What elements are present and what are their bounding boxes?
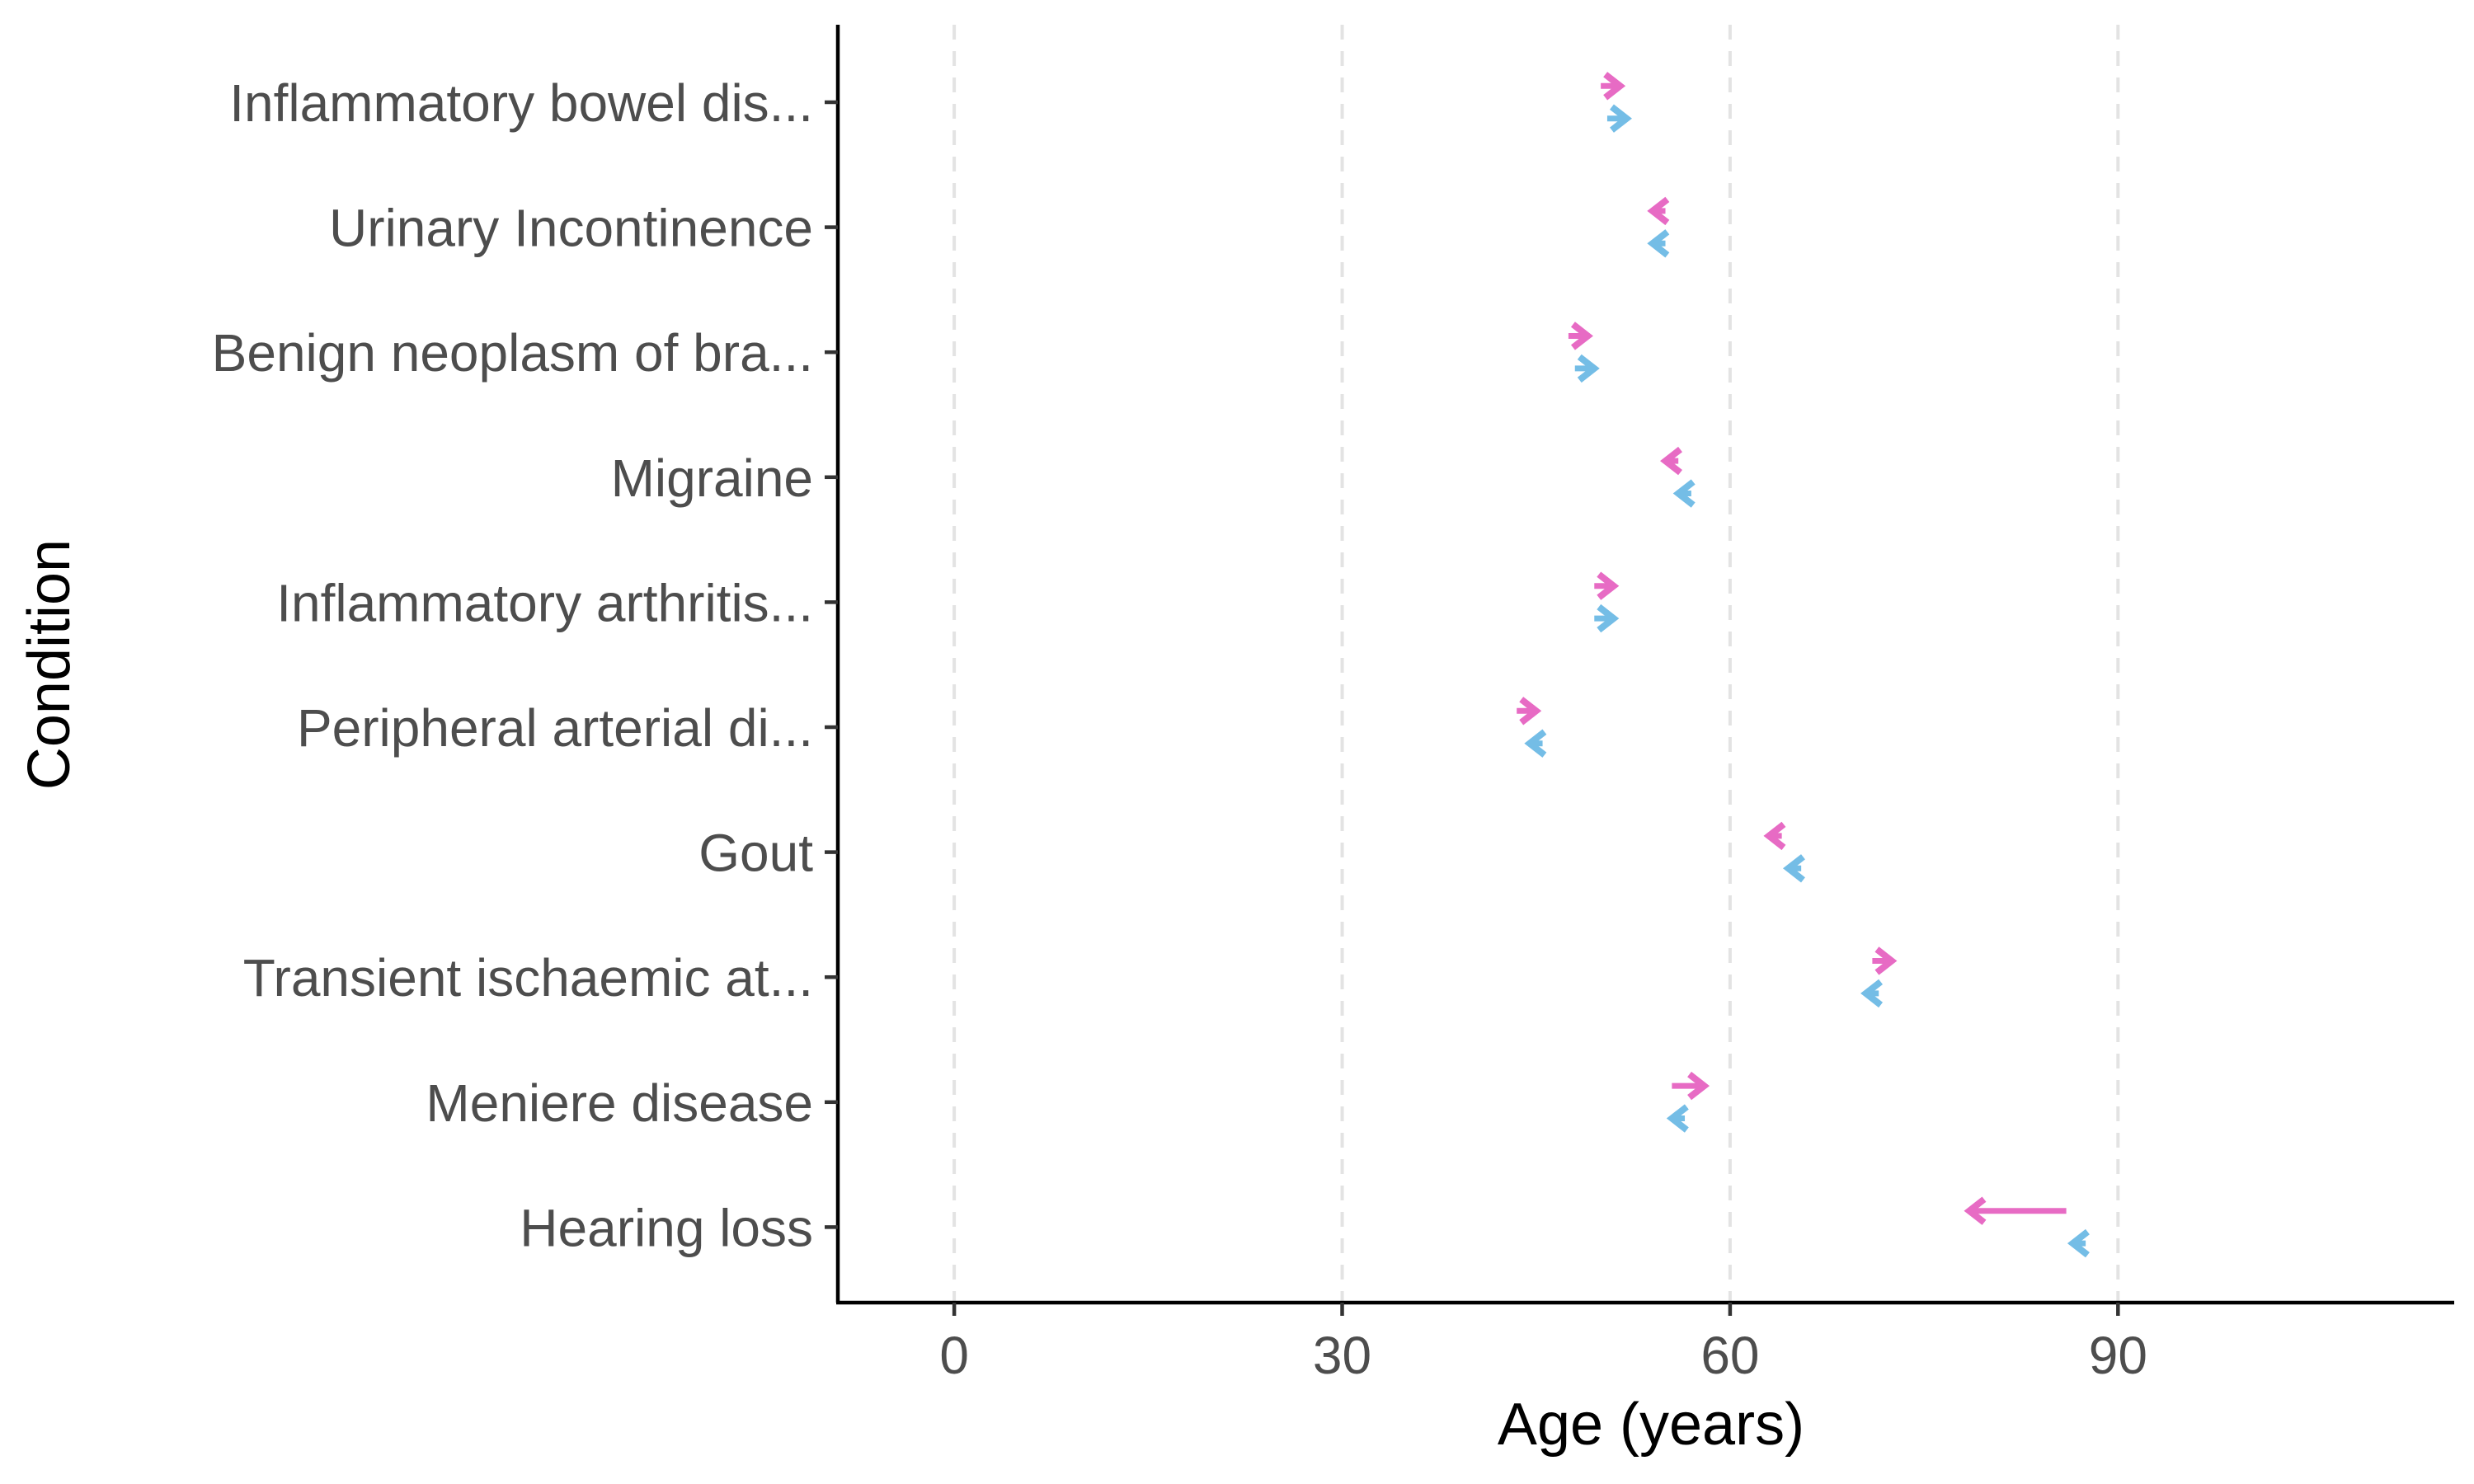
x-tick-label-30: 30: [1313, 1326, 1371, 1385]
x-tick-label-90: 90: [2089, 1326, 2147, 1385]
tick-labels: 0 30 60 90 Inflammatory bowel dis... Urinary …: [212, 73, 2147, 1385]
gridlines: [952, 25, 2120, 1303]
arrow-series2-row2: [1647, 229, 1670, 258]
data-marks: [1517, 72, 2090, 1258]
arrow-series1-row9: [1672, 1071, 1710, 1101]
y-tick-label-3: Benign neoplasm of bra...: [212, 323, 813, 383]
y-tick-label-10: Hearing loss: [520, 1198, 813, 1257]
arrow-series2-row1: [1606, 104, 1632, 133]
arrow-series2-row4: [1672, 479, 1696, 508]
arrow-series1-row10: [1964, 1196, 2067, 1225]
arrow-series2-row9: [1666, 1104, 1689, 1133]
arrow-series1-row2: [1647, 196, 1670, 226]
arrow-series2-row7: [1782, 854, 1805, 883]
arrow-series1-row8: [1872, 946, 1898, 975]
arrow-series2-row8: [1860, 979, 1884, 1008]
axes: [825, 25, 2454, 1316]
x-axis-title: Age (years): [1498, 1392, 1804, 1458]
arrow-series1-row4: [1660, 446, 1682, 476]
y-tick-label-8: Transient ischaemic at...: [243, 948, 813, 1007]
arrow-series1-row1: [1601, 72, 1626, 101]
arrow-series1-row7: [1763, 821, 1786, 851]
x-tick-label-60: 60: [1700, 1326, 1759, 1385]
y-tick-label-2: Urinary Incontinence: [329, 199, 813, 258]
arrow-series1-row5: [1594, 571, 1620, 600]
arrow-series1-row6: [1517, 697, 1542, 726]
y-tick-label-4: Migraine: [611, 448, 813, 508]
arrow-series2-row10: [2067, 1228, 2090, 1258]
arrow-series1-row3: [1568, 322, 1593, 350]
arrow-series2-row6: [1524, 729, 1547, 758]
y-tick-label-5: Inflammatory arthritis...: [276, 573, 813, 632]
y-tick-label-9: Meniere disease: [426, 1073, 813, 1133]
arrow-series2-row5: [1594, 603, 1620, 633]
x-tick-label-0: 0: [939, 1326, 969, 1385]
arrow-series2-row3: [1574, 354, 1600, 383]
y-tick-label-1: Inflammatory bowel dis...: [229, 73, 813, 133]
y-tick-label-6: Peripheral arterial di...: [297, 698, 813, 758]
y-tick-label-7: Gout: [698, 824, 813, 883]
y-axis-title: Condition: [16, 539, 82, 790]
